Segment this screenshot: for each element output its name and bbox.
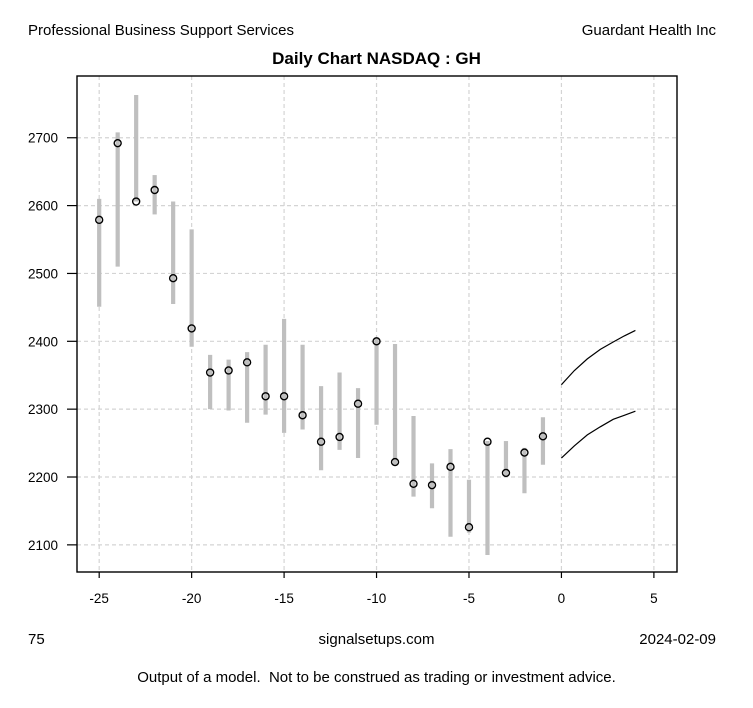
disclaimer-text: Output of a model. Not to be construed a…	[137, 669, 616, 686]
y-axis-tick-label: 2400	[28, 334, 58, 349]
point-marker	[483, 437, 492, 446]
point-marker	[279, 392, 289, 401]
point-marker	[298, 411, 307, 420]
x-axis-tick-label: -20	[182, 591, 202, 606]
x-axis-tick-label: -15	[274, 591, 294, 606]
point-marker	[464, 523, 474, 532]
point-marker	[390, 457, 400, 467]
upper-projection-curve	[560, 329, 636, 386]
point-marker	[520, 448, 529, 457]
x-axis-tick-label: 5	[650, 591, 658, 606]
point-marker	[94, 215, 104, 225]
x-axis-tick-label: 0	[558, 591, 566, 606]
point-marker	[353, 399, 363, 408]
chart-title: Daily Chart NASDAQ : GH	[272, 49, 481, 68]
y-axis-tick-label: 2100	[28, 538, 58, 553]
header-left-text: Professional Business Support Services	[28, 22, 294, 39]
point-marker	[187, 324, 196, 333]
header-right-text: Guardant Health Inc	[581, 22, 716, 39]
point-marker	[205, 368, 215, 377]
y-axis-tick-label: 2200	[28, 470, 58, 485]
point-marker	[409, 479, 418, 488]
point-marker	[446, 462, 455, 472]
point-marker	[501, 468, 511, 478]
point-marker	[150, 185, 159, 195]
y-axis-tick-label: 2700	[28, 131, 58, 146]
lower-projection-curve	[560, 410, 636, 459]
y-axis-tick-label: 2300	[28, 402, 58, 417]
y-axis-tick-label: 2500	[28, 266, 58, 281]
point-marker	[372, 337, 381, 346]
x-axis-tick-label: -25	[89, 591, 109, 606]
point-marker	[131, 197, 141, 206]
point-marker	[224, 366, 233, 375]
point-marker	[427, 480, 437, 490]
point-marker	[113, 138, 122, 148]
point-marker	[538, 432, 548, 441]
footer-date: 2024-02-09	[639, 631, 716, 648]
point-marker	[168, 273, 178, 283]
point-marker	[261, 392, 270, 401]
daily-chart: -25 -20 -15 -10 -5 0 5 2100 2200 2300 2400 2500 2600…	[28, 75, 678, 606]
x-axis-tick-label: -5	[463, 591, 475, 606]
footer-website: signalsetups.com	[318, 631, 435, 648]
y-axis-tick-label: 2600	[28, 199, 58, 214]
point-marker	[242, 358, 252, 367]
x-axis-tick-label: -10	[367, 591, 387, 606]
point-marker	[335, 432, 344, 442]
point-marker	[316, 437, 326, 446]
footer-bar-count: 75	[28, 631, 45, 648]
